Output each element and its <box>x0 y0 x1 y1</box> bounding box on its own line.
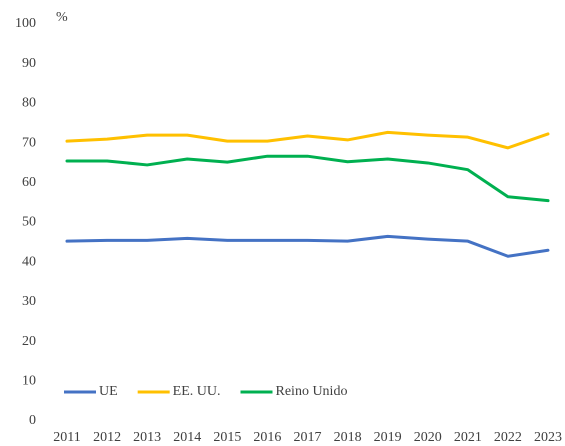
y-tick-label: 20 <box>22 334 36 349</box>
x-tick-label: 2015 <box>213 430 241 445</box>
line-series <box>65 154 550 203</box>
y-tick-label: 50 <box>22 215 36 230</box>
x-tick-label: 2020 <box>414 430 442 445</box>
y-tick-label: 10 <box>22 374 36 389</box>
legend-label: Reino Unido <box>276 384 348 399</box>
y-tick-label: 100 <box>15 16 36 31</box>
x-tick-label: 2019 <box>374 430 402 445</box>
line-series <box>65 130 550 150</box>
x-tick-label: 2021 <box>454 430 482 445</box>
y-tick-label: 70 <box>22 135 36 150</box>
y-tick-label: 40 <box>22 254 36 269</box>
y-tick-label: 90 <box>22 56 36 71</box>
x-tick-label: 2023 <box>534 430 562 445</box>
y-tick-label: 30 <box>22 294 36 309</box>
x-tick-label: 2016 <box>253 430 281 445</box>
line-series <box>65 234 550 258</box>
x-tick-label: 2018 <box>334 430 362 445</box>
y-tick-label: 0 <box>29 413 36 428</box>
x-tick-label: 2011 <box>53 430 80 445</box>
x-tick-label: 2012 <box>93 430 121 445</box>
legend-label: EE. UU. <box>173 384 221 399</box>
x-tick-label: 2014 <box>173 430 201 445</box>
y-tick-label: 60 <box>22 175 36 190</box>
x-tick-label: 2017 <box>294 430 322 445</box>
y-axis-label: % <box>56 10 68 25</box>
x-tick-label: 2013 <box>133 430 161 445</box>
y-tick-label: 80 <box>22 96 36 111</box>
x-tick-label: 2022 <box>494 430 522 445</box>
legend-label: UE <box>99 384 118 399</box>
